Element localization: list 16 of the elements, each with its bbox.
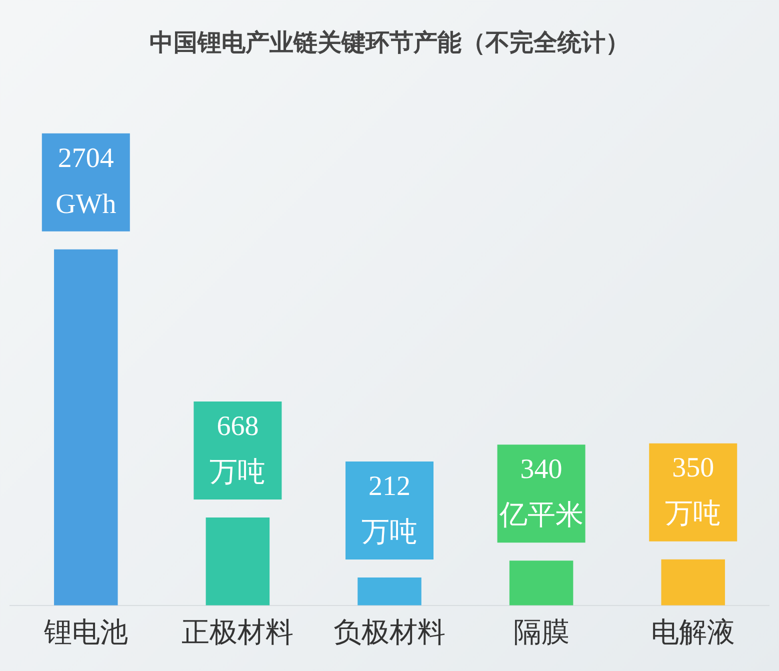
bar <box>358 577 422 606</box>
chart-title: 中国锂电产业链关键环节产能（不完全统计） <box>150 28 630 57</box>
x-tick-label: 锂电池 <box>42 615 128 648</box>
x-tick-label: 隔膜 <box>513 615 570 648</box>
data-label: 340 亿平米 <box>498 454 584 531</box>
bar <box>206 517 270 606</box>
data-label: 668 万吨 <box>210 410 266 488</box>
bar <box>661 559 725 606</box>
data-label: 2704 GWh <box>56 142 116 220</box>
x-tick-label: 正极材料 <box>182 615 294 648</box>
x-tick-label: 电解液 <box>651 615 736 648</box>
x-tick-label: 负极材料 <box>334 615 446 648</box>
data-label: 212 万吨 <box>362 470 418 548</box>
bar <box>509 560 574 606</box>
bar <box>54 249 118 606</box>
data-label: 350 万吨 <box>665 452 722 530</box>
